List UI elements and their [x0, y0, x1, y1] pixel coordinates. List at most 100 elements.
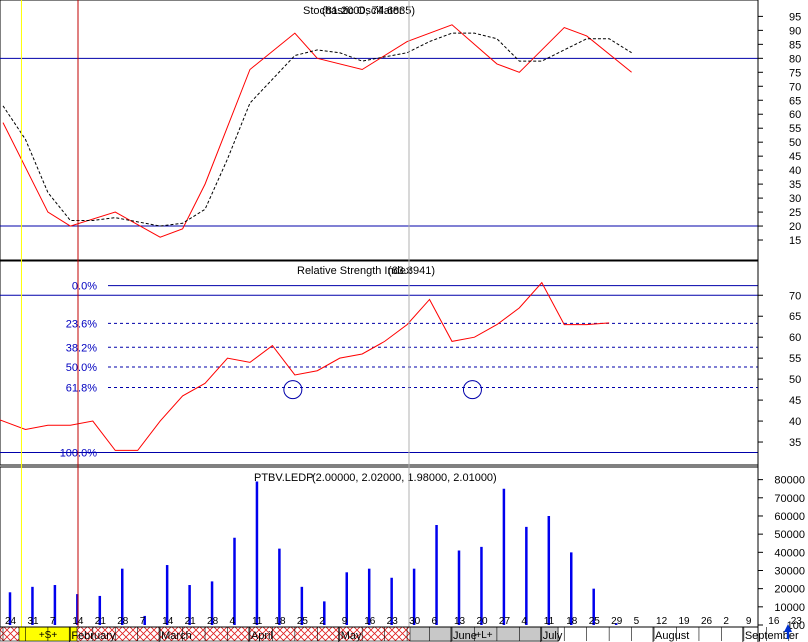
- fibonacci-level-label: 38.2%: [66, 342, 97, 354]
- month-label: June: [453, 630, 477, 642]
- rsi-highlight-circle: [283, 380, 303, 400]
- week-label: 2: [319, 616, 325, 627]
- stochastic-tick-label: 70: [789, 81, 801, 93]
- volume-tick-label: 30000: [774, 565, 805, 577]
- week-label: 12: [656, 616, 668, 627]
- week-label: 18: [274, 616, 286, 627]
- week-label: 4: [230, 616, 236, 627]
- week-label: 5: [634, 616, 640, 627]
- stochastic-tick-label: 85: [789, 39, 801, 51]
- month-label: May: [341, 630, 362, 642]
- volume-title: PTBV.LEDP: [254, 472, 314, 484]
- fibonacci-level-label: 23.6%: [66, 318, 97, 330]
- week-label: 27: [499, 616, 511, 627]
- week-label: 11: [252, 616, 263, 627]
- week-label: 25: [589, 616, 601, 627]
- week-label: 2: [723, 616, 729, 627]
- week-label: 30: [409, 616, 421, 627]
- week-label: 16: [768, 616, 780, 627]
- rsi-title: Relative Strength Index: [297, 265, 412, 277]
- volume-tick-label: 60000: [774, 511, 805, 523]
- stochastic-tick-label: 50: [789, 137, 801, 149]
- rsi-line: [0, 281, 610, 451]
- week-label: 28: [207, 616, 219, 627]
- week-label: 14: [162, 616, 174, 627]
- up-arrow-icon[interactable]: [784, 624, 792, 639]
- rsi-values: (63.3941): [388, 265, 435, 277]
- week-label: 23: [791, 616, 803, 627]
- volume-tick-label: 20000: [774, 584, 805, 596]
- rsi-tick-label: 60: [789, 332, 801, 344]
- volume-tick-label: 100: [787, 620, 805, 632]
- month-label: July: [543, 630, 563, 642]
- rsi-tick-label: 35: [789, 437, 801, 449]
- volume-values: (2.00000, 2.02000, 1.98000, 2.01000): [312, 472, 497, 484]
- month-label: March: [161, 630, 192, 642]
- week-label: 19: [679, 616, 691, 627]
- rsi-tick-label: 45: [789, 395, 801, 407]
- stochastic-tick-label: 20: [789, 221, 801, 233]
- week-label: 18: [566, 616, 578, 627]
- stochastic-tick-label: 15: [789, 235, 801, 247]
- week-label: 26: [701, 616, 713, 627]
- rsi-highlight-circle: [462, 380, 482, 400]
- rsi-panel: Relative Strength Index (63.3941) 0.0% 23…: [0, 260, 801, 466]
- week-label: 9: [342, 616, 348, 627]
- week-label: 4: [521, 616, 527, 627]
- rsi-tick-label: 50: [789, 374, 801, 386]
- stochastic-tick-label: 80: [789, 53, 801, 65]
- stochastic-tick-label: 60: [789, 109, 801, 121]
- month-label: August: [655, 630, 689, 642]
- week-label: 23: [387, 616, 399, 627]
- rsi-tick-label: 70: [789, 290, 801, 302]
- stochastic-d-line: [2, 32, 632, 227]
- volume-tick-label: 40000: [774, 547, 805, 559]
- week-label: 29: [611, 616, 623, 627]
- stochastic-k-line: [2, 24, 632, 238]
- stochastic-tick-label: 45: [789, 151, 801, 163]
- week-label: 20: [476, 616, 488, 627]
- stochastic-title: Stochastic Oscillator: [303, 5, 403, 17]
- week-label: 21: [185, 616, 197, 627]
- rsi-tick-label: 55: [789, 353, 801, 365]
- volume-tick-label: 70000: [774, 493, 805, 505]
- stochastic-tick-label: 95: [789, 11, 801, 23]
- fibonacci-level-label: 61.8%: [66, 383, 97, 395]
- stochastic-tick-label: 55: [789, 123, 801, 135]
- week-label: 21: [95, 616, 107, 627]
- stochastic-tick-label: 75: [789, 67, 801, 79]
- fibonacci-level-label: 0.0%: [72, 281, 97, 293]
- rsi-tick-label: 65: [789, 311, 801, 323]
- week-label: 7: [50, 616, 56, 627]
- week-label: 9: [746, 616, 752, 627]
- timeline: +S++L+ 172431714212871421284111825291623…: [0, 616, 803, 642]
- rsi-tick-label: 40: [789, 416, 801, 428]
- stochastic-tick-label: 35: [789, 179, 801, 191]
- week-label: 31: [27, 616, 39, 627]
- week-label: 16: [364, 616, 376, 627]
- week-label: 13: [454, 616, 466, 627]
- stochastic-tick-label: 25: [789, 207, 801, 219]
- stochastic-values: (81.2000, 74.6835): [322, 5, 415, 17]
- week-label: 6: [432, 616, 438, 627]
- volume-tick-label: 80000: [774, 475, 805, 487]
- fibonacci-level-label: 50.0%: [66, 362, 97, 374]
- month-label: April: [251, 630, 273, 642]
- timeline-band-long-label: +L+: [475, 630, 492, 641]
- stochastic-tick-label: 90: [789, 25, 801, 37]
- week-label: 11: [544, 616, 555, 627]
- stochastic-tick-label: 30: [789, 193, 801, 205]
- stochastic-tick-label: 65: [789, 95, 801, 107]
- week-label: 28: [117, 616, 129, 627]
- stochastic-tick-label: 40: [789, 165, 801, 177]
- volume-panel: PTBV.LEDP (2.00000, 2.02000, 1.98000, 2.…: [0, 466, 805, 632]
- week-label: 7: [140, 616, 146, 627]
- marker-lines: [20, 0, 410, 642]
- volume-tick-label: 50000: [774, 529, 805, 541]
- stochastic-panel: Stochastic Oscillator (81.2000, 74.6835)…: [0, 0, 801, 261]
- week-label: 25: [297, 616, 309, 627]
- volume-tick-label: 10000: [774, 602, 805, 614]
- month-label: February: [71, 630, 116, 642]
- week-label: 24: [5, 616, 17, 627]
